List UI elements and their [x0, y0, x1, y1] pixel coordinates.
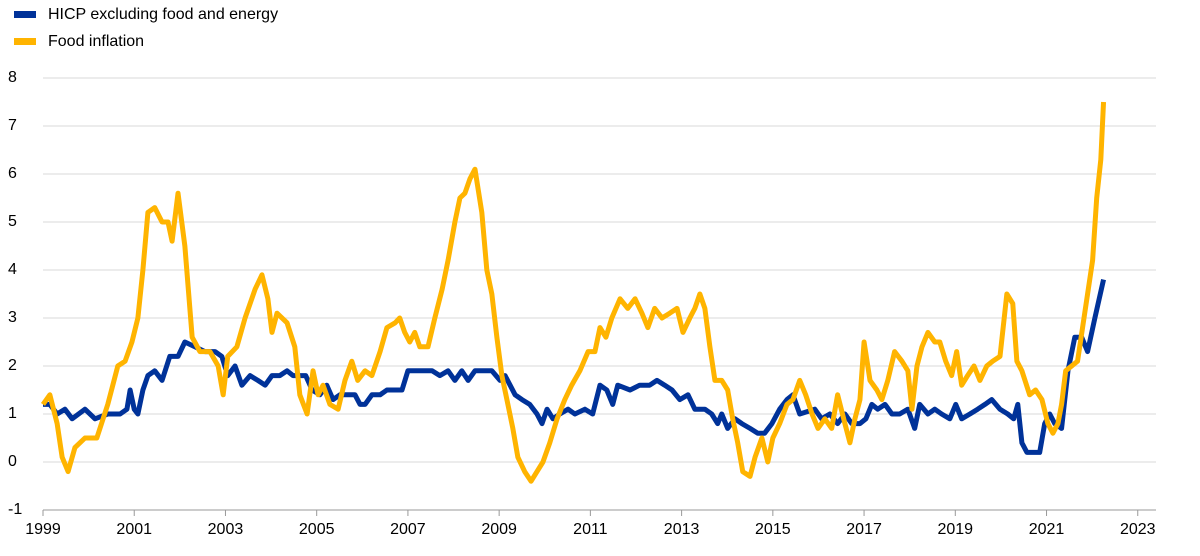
y-tick-label: 8	[8, 69, 17, 86]
x-tick-label: 2017	[846, 521, 882, 538]
x-tick-label: 1999	[25, 521, 61, 538]
x-tick-label: 2009	[481, 521, 517, 538]
x-tick-label: 2013	[664, 521, 700, 538]
x-tick-label: 2003	[208, 521, 244, 538]
y-tick-label: 6	[8, 165, 17, 182]
x-tick-label: 2007	[390, 521, 426, 538]
series-line	[40, 101, 1107, 484]
x-tick-label: 2005	[299, 521, 335, 538]
y-tick-label: 0	[8, 453, 17, 470]
legend-label: HICP excluding food and energy	[48, 6, 278, 23]
x-tick-label: 2001	[116, 521, 152, 538]
y-tick-label: 7	[8, 117, 17, 134]
legend-swatch	[14, 11, 36, 18]
y-tick-label: 3	[8, 309, 17, 326]
x-tick-label: 2011	[573, 521, 608, 538]
y-tick-label: -1	[8, 501, 22, 518]
legend-label: Food inflation	[48, 33, 144, 50]
y-tick-label: 4	[8, 261, 17, 278]
x-tick-label: 2021	[1029, 521, 1065, 538]
y-tick-label: 5	[8, 213, 17, 230]
x-tick-label: 2015	[755, 521, 791, 538]
x-tick-label: 2019	[937, 521, 973, 538]
y-tick-label: 1	[8, 405, 17, 422]
legend-swatch	[14, 38, 36, 45]
y-tick-label: 2	[8, 357, 17, 374]
x-tick-label: 2023	[1120, 521, 1156, 538]
